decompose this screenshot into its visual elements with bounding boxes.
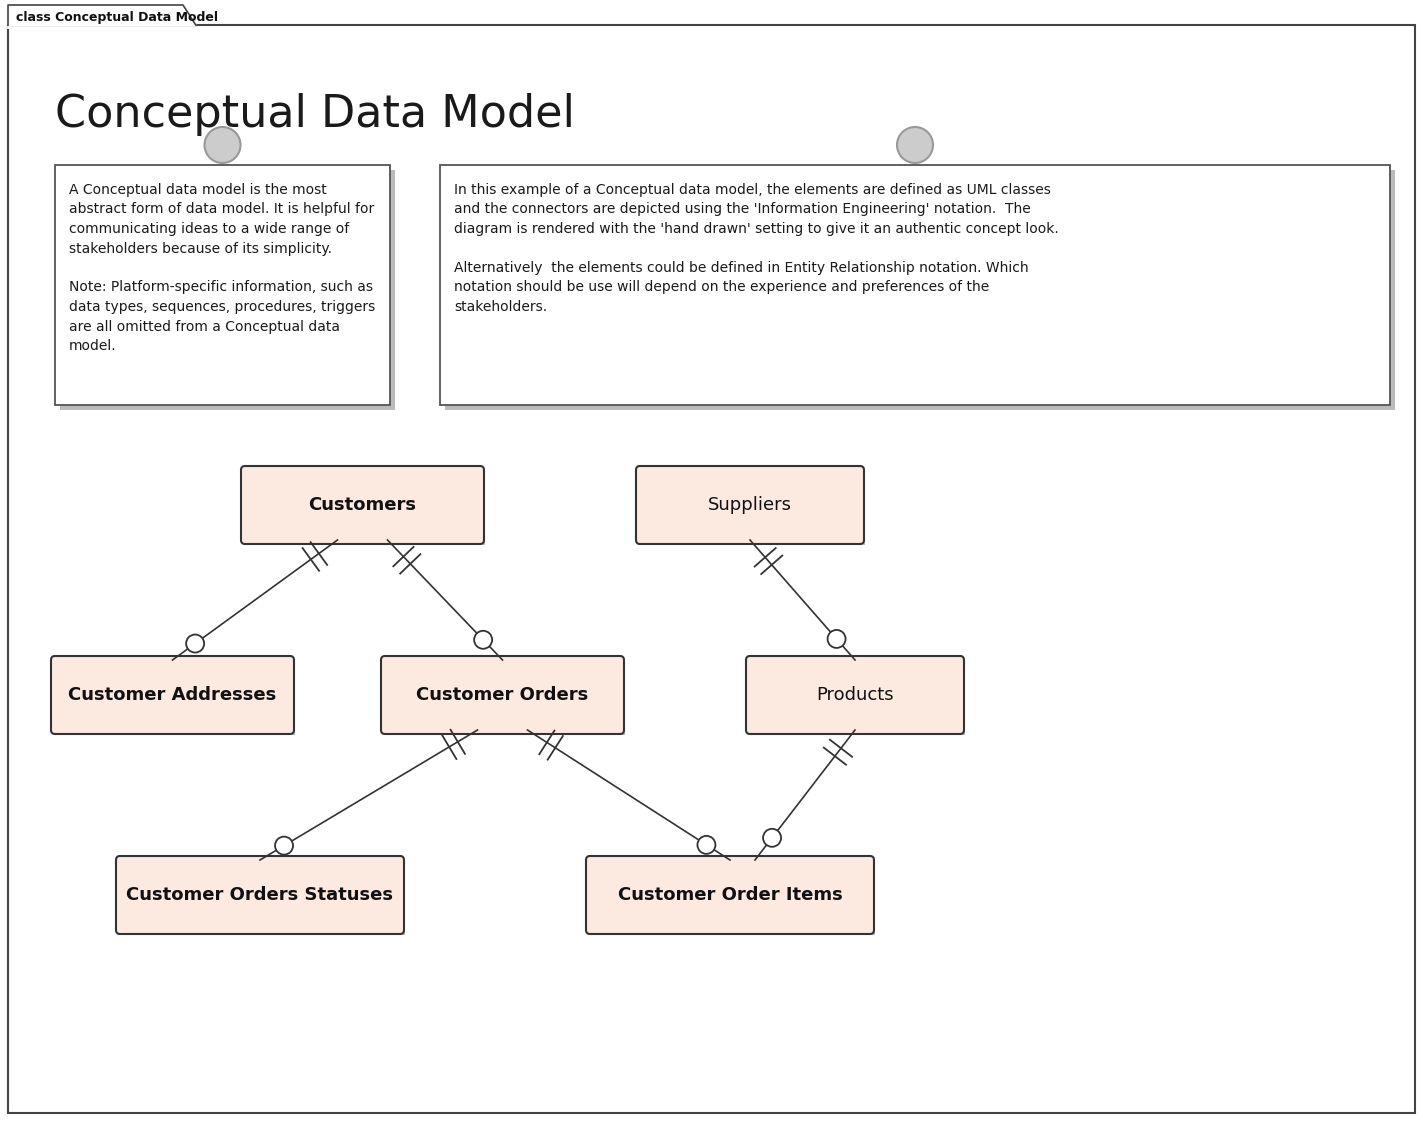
Bar: [595, 865, 875, 935]
Text: Suppliers: Suppliers: [709, 495, 793, 515]
Bar: [60, 170, 396, 410]
Circle shape: [697, 836, 716, 854]
Polygon shape: [9, 4, 196, 27]
Text: Products: Products: [817, 686, 894, 704]
Bar: [55, 165, 390, 405]
Circle shape: [828, 630, 845, 648]
FancyBboxPatch shape: [746, 656, 963, 734]
FancyBboxPatch shape: [636, 466, 864, 544]
Circle shape: [474, 631, 492, 649]
Circle shape: [763, 828, 781, 846]
FancyBboxPatch shape: [586, 856, 874, 934]
Text: Conceptual Data Model: Conceptual Data Model: [55, 93, 575, 137]
Bar: [390, 665, 625, 735]
FancyBboxPatch shape: [381, 656, 625, 734]
Text: Customers: Customers: [309, 495, 417, 515]
Bar: [756, 665, 965, 735]
Text: Customer Addresses: Customer Addresses: [68, 686, 276, 704]
Bar: [645, 475, 865, 545]
Text: Customer Orders: Customer Orders: [417, 686, 589, 704]
Text: class Conceptual Data Model: class Conceptual Data Model: [16, 10, 218, 24]
FancyBboxPatch shape: [240, 466, 484, 544]
Circle shape: [275, 836, 293, 854]
Bar: [445, 170, 1395, 410]
Circle shape: [205, 127, 240, 163]
Bar: [60, 665, 295, 735]
FancyBboxPatch shape: [117, 856, 404, 934]
Bar: [250, 475, 485, 545]
Text: Customer Orders Statuses: Customer Orders Statuses: [127, 886, 394, 904]
Circle shape: [186, 634, 203, 652]
FancyBboxPatch shape: [51, 656, 295, 734]
Text: A Conceptual data model is the most
abstract form of data model. It is helpful f: A Conceptual data model is the most abst…: [68, 183, 376, 353]
Text: In this example of a Conceptual data model, the elements are defined as UML clas: In this example of a Conceptual data mod…: [454, 183, 1059, 314]
Text: Customer Order Items: Customer Order Items: [618, 886, 842, 904]
Circle shape: [896, 127, 933, 163]
Bar: [125, 865, 406, 935]
Bar: [440, 165, 1390, 405]
